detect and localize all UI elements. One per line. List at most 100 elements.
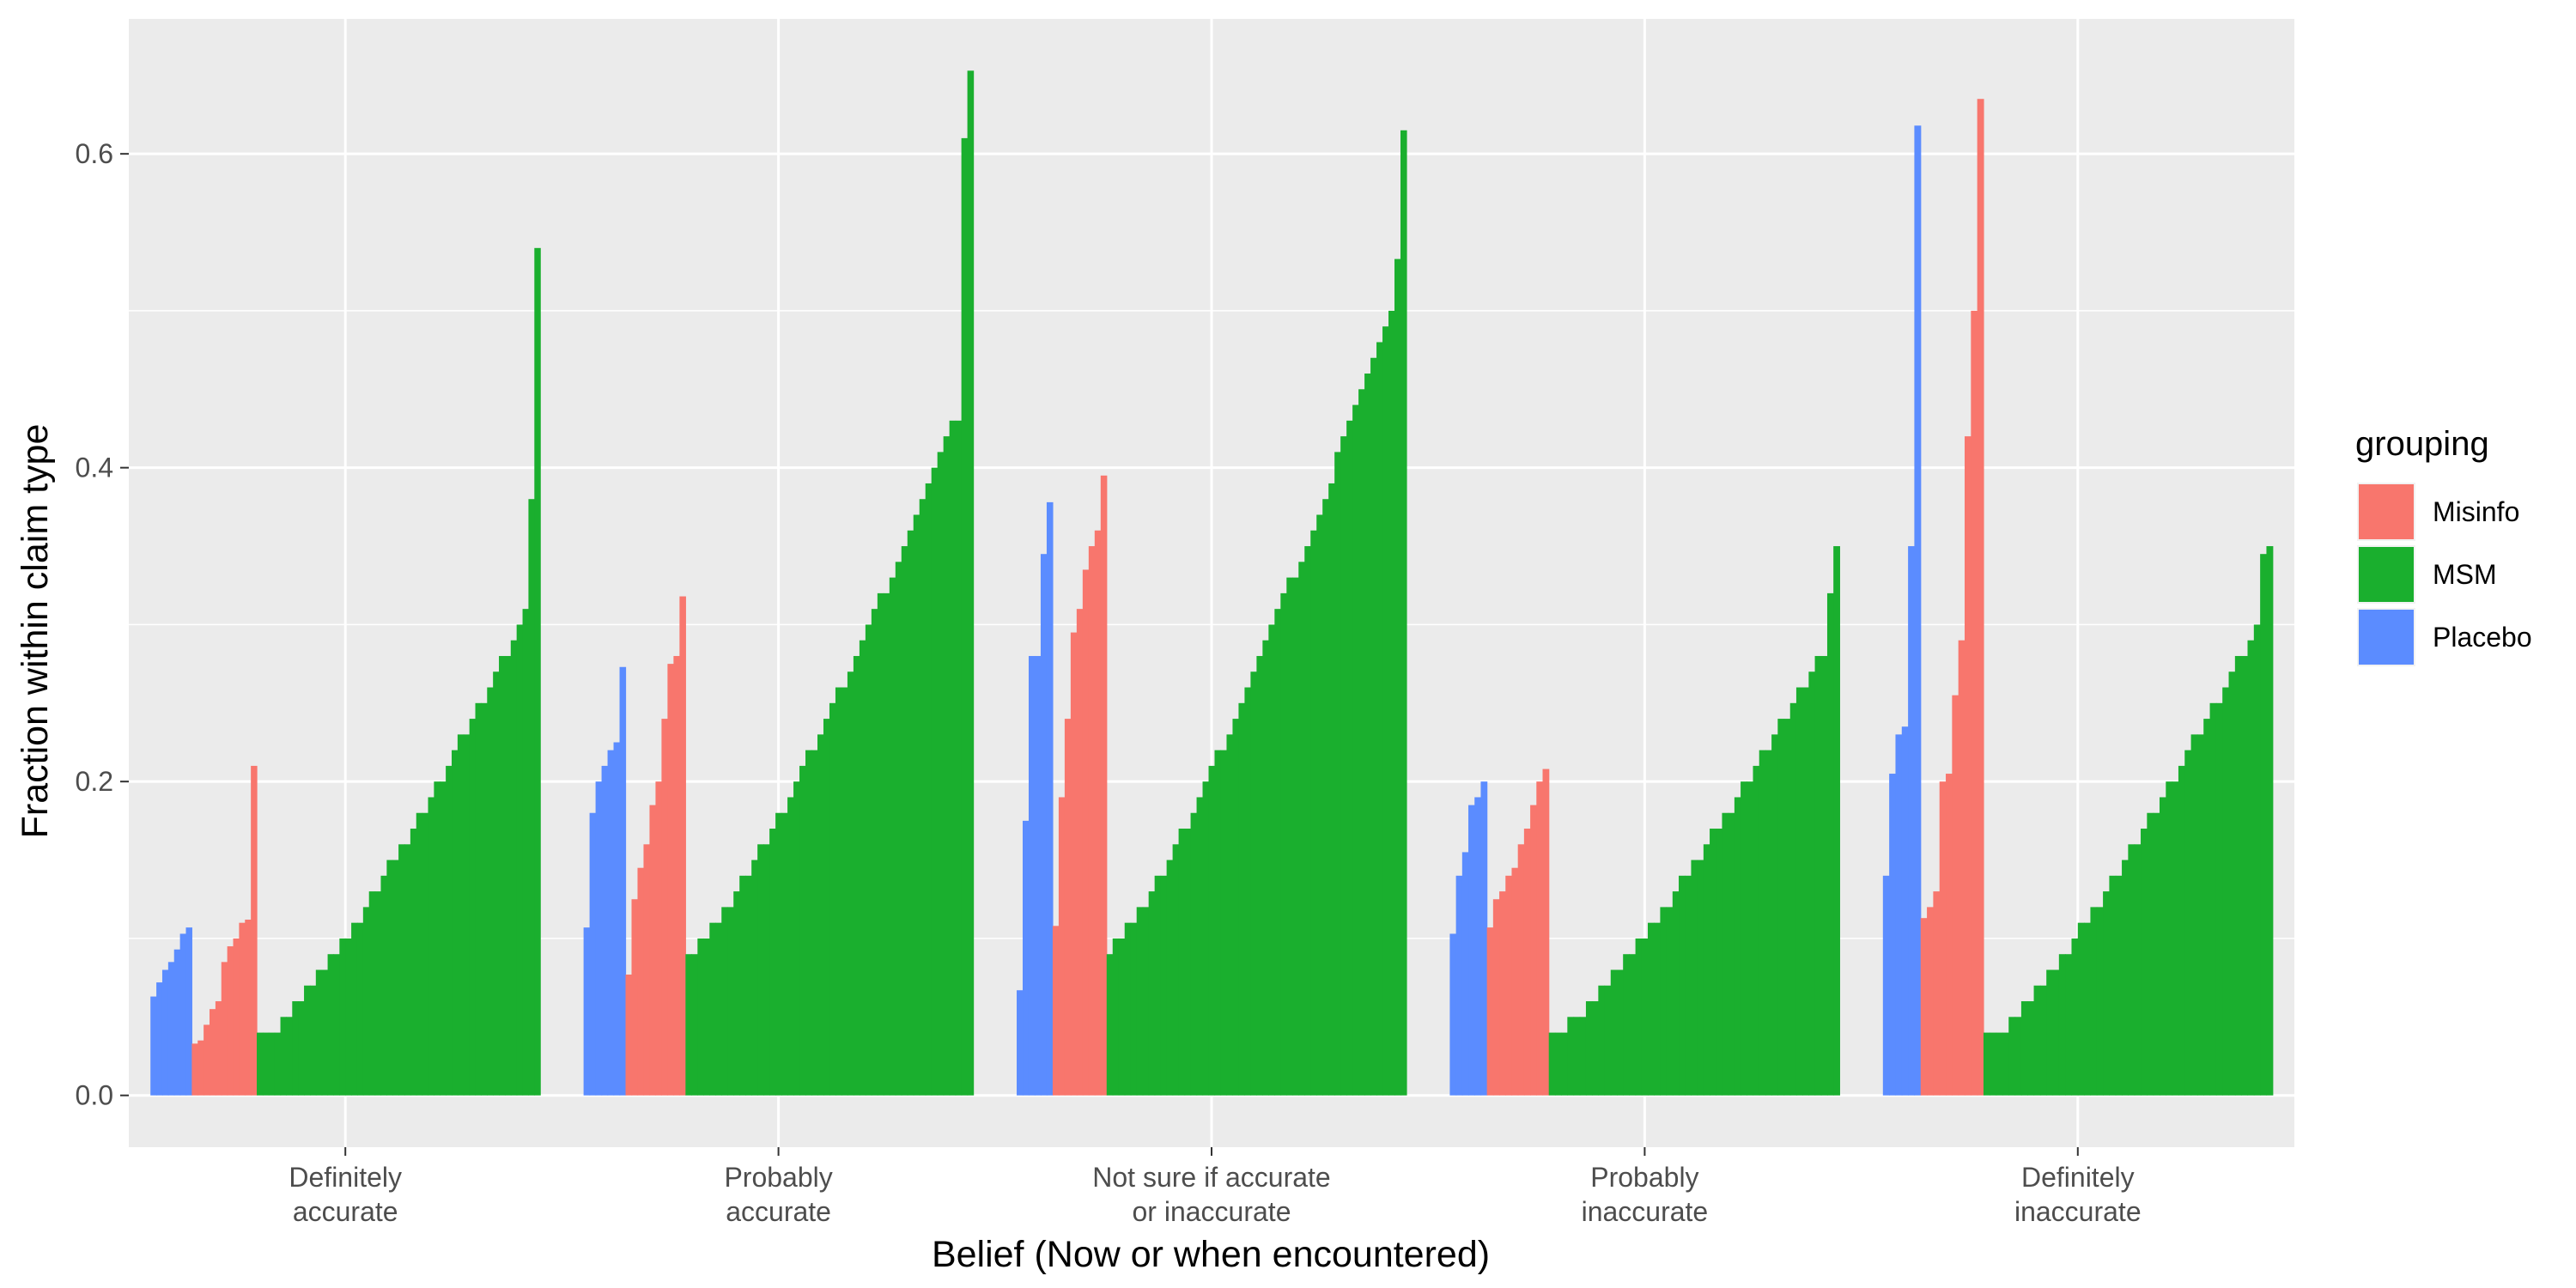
bar-msm xyxy=(374,891,382,1096)
bar-msm xyxy=(1106,954,1114,1096)
bar-placebo xyxy=(161,969,169,1096)
bar-msm xyxy=(499,655,506,1096)
bar-msm xyxy=(1710,829,1716,1096)
legend-swatch xyxy=(2359,547,2414,602)
bar-misinfo xyxy=(251,765,258,1096)
bar-msm xyxy=(1548,1032,1556,1096)
bar-misinfo xyxy=(1100,475,1108,1096)
bar-msm xyxy=(835,687,842,1096)
bar-msm xyxy=(487,687,494,1096)
bar-placebo xyxy=(1895,734,1903,1096)
bar-msm xyxy=(315,969,323,1096)
bar-msm xyxy=(1623,954,1630,1096)
bar-msm xyxy=(1376,342,1383,1096)
bar-msm xyxy=(1136,907,1144,1096)
bar-msm xyxy=(1685,875,1692,1096)
bar-msm xyxy=(901,546,908,1096)
bar-misinfo xyxy=(655,781,663,1096)
bar-msm xyxy=(1722,812,1729,1096)
bar-msm xyxy=(1592,1001,1599,1096)
bar-msm xyxy=(2247,640,2255,1096)
bar-misinfo xyxy=(204,1024,210,1096)
bar-msm xyxy=(333,954,340,1096)
bar-msm xyxy=(1833,546,1840,1096)
bar-msm xyxy=(327,954,335,1096)
y-tick-label: 0.2 xyxy=(76,766,113,797)
bar-msm xyxy=(257,1032,264,1096)
bar-msm xyxy=(1112,938,1120,1096)
bar-msm xyxy=(961,137,969,1096)
bar-msm xyxy=(1160,875,1168,1096)
bar-msm xyxy=(1795,687,1803,1096)
y-tick-label: 0.4 xyxy=(76,453,113,483)
y-tick-label: 0.6 xyxy=(76,138,113,169)
bar-msm xyxy=(2222,687,2230,1096)
bar-msm xyxy=(1635,938,1643,1096)
bar-msm xyxy=(1244,687,1251,1096)
bar-msm xyxy=(1679,875,1686,1096)
bar-msm xyxy=(2039,985,2047,1096)
bar-msm xyxy=(1734,797,1741,1096)
legend: grouping Misinfo MSM Placebo xyxy=(2355,425,2532,666)
bar-msm xyxy=(410,829,417,1096)
bar-msm xyxy=(2046,969,2054,1096)
bar-msm xyxy=(446,765,453,1096)
bar-msm xyxy=(2178,765,2185,1096)
bar-placebo xyxy=(1023,820,1030,1096)
bar-msm xyxy=(1808,671,1816,1096)
bar-misinfo xyxy=(210,1009,216,1096)
bar-msm xyxy=(715,922,722,1096)
bar-msm xyxy=(2190,734,2198,1096)
bar-msm xyxy=(919,499,927,1096)
bar-msm xyxy=(1703,844,1710,1096)
category-group xyxy=(1449,546,1840,1096)
bar-msm xyxy=(709,922,716,1096)
bar-placebo xyxy=(1040,554,1048,1096)
bar-msm xyxy=(1352,404,1359,1096)
bar-misinfo xyxy=(1492,899,1500,1096)
bar-msm xyxy=(949,420,957,1096)
bar-msm xyxy=(1802,687,1809,1096)
bar-msm xyxy=(2147,812,2154,1096)
bar-msm xyxy=(907,530,914,1096)
y-tick-label: 0.0 xyxy=(76,1080,113,1111)
bar-msm xyxy=(1172,844,1180,1096)
bar-msm xyxy=(1728,812,1735,1096)
bar-msm xyxy=(493,671,500,1096)
bar-misinfo xyxy=(1076,609,1084,1096)
bar-msm xyxy=(2159,797,2166,1096)
bar-msm xyxy=(1142,907,1150,1096)
bar-msm xyxy=(2096,907,2104,1096)
bar-msm xyxy=(1154,875,1162,1096)
legend-item: MSM xyxy=(2357,545,2497,604)
category-group xyxy=(583,70,975,1096)
bar-msm xyxy=(1346,420,1353,1096)
bar-msm xyxy=(1124,922,1132,1096)
legend-label: MSM xyxy=(2433,559,2497,590)
bar-msm xyxy=(787,797,794,1096)
bar-msm xyxy=(1579,1017,1587,1096)
bar-msm xyxy=(1190,812,1198,1096)
bar-msm xyxy=(805,750,812,1096)
bar-msm xyxy=(298,1001,305,1096)
bar-misinfo xyxy=(1542,769,1550,1096)
bar-misinfo xyxy=(1946,774,1953,1096)
bar-misinfo xyxy=(239,922,246,1096)
bar-msm xyxy=(2115,875,2123,1096)
bar-msm xyxy=(1334,452,1341,1096)
bar-msm xyxy=(691,954,698,1096)
bar-msm xyxy=(781,812,788,1096)
bar-placebo xyxy=(1908,546,1916,1096)
bar-msm xyxy=(1648,922,1655,1096)
bar-misinfo xyxy=(1499,891,1506,1096)
bar-msm xyxy=(528,499,535,1096)
bar-msm xyxy=(452,750,459,1096)
bar-placebo xyxy=(1455,875,1463,1096)
legend-item: Misinfo xyxy=(2357,483,2519,541)
bar-msm xyxy=(1990,1032,1997,1096)
bar-msm xyxy=(895,562,902,1096)
bar-placebo xyxy=(1449,933,1457,1096)
bar-msm xyxy=(1262,640,1269,1096)
bar-msm xyxy=(392,860,399,1096)
bar-msm xyxy=(2002,1032,2009,1096)
